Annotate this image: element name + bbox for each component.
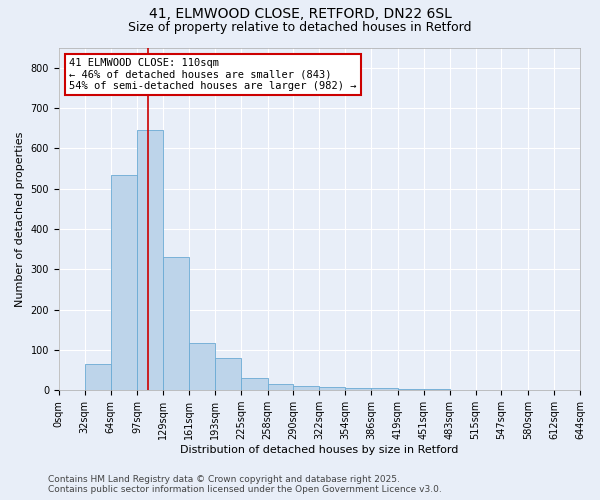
Bar <box>319 387 345 390</box>
Text: 41 ELMWOOD CLOSE: 110sqm
← 46% of detached houses are smaller (843)
54% of semi-: 41 ELMWOOD CLOSE: 110sqm ← 46% of detach… <box>69 58 357 91</box>
Y-axis label: Number of detached properties: Number of detached properties <box>15 131 25 306</box>
Bar <box>293 386 319 390</box>
Bar <box>345 388 371 390</box>
Bar <box>85 364 110 390</box>
Bar <box>137 130 163 390</box>
Text: Contains HM Land Registry data © Crown copyright and database right 2025.
Contai: Contains HM Land Registry data © Crown c… <box>48 474 442 494</box>
Text: Size of property relative to detached houses in Retford: Size of property relative to detached ho… <box>128 21 472 34</box>
Bar <box>189 342 215 390</box>
Bar <box>398 388 424 390</box>
Bar <box>215 358 241 390</box>
Bar <box>241 378 268 390</box>
X-axis label: Distribution of detached houses by size in Retford: Distribution of detached houses by size … <box>180 445 458 455</box>
Bar <box>371 388 398 390</box>
Text: 41, ELMWOOD CLOSE, RETFORD, DN22 6SL: 41, ELMWOOD CLOSE, RETFORD, DN22 6SL <box>149 8 451 22</box>
Bar <box>163 257 189 390</box>
Bar <box>268 384 293 390</box>
Bar <box>110 174 137 390</box>
